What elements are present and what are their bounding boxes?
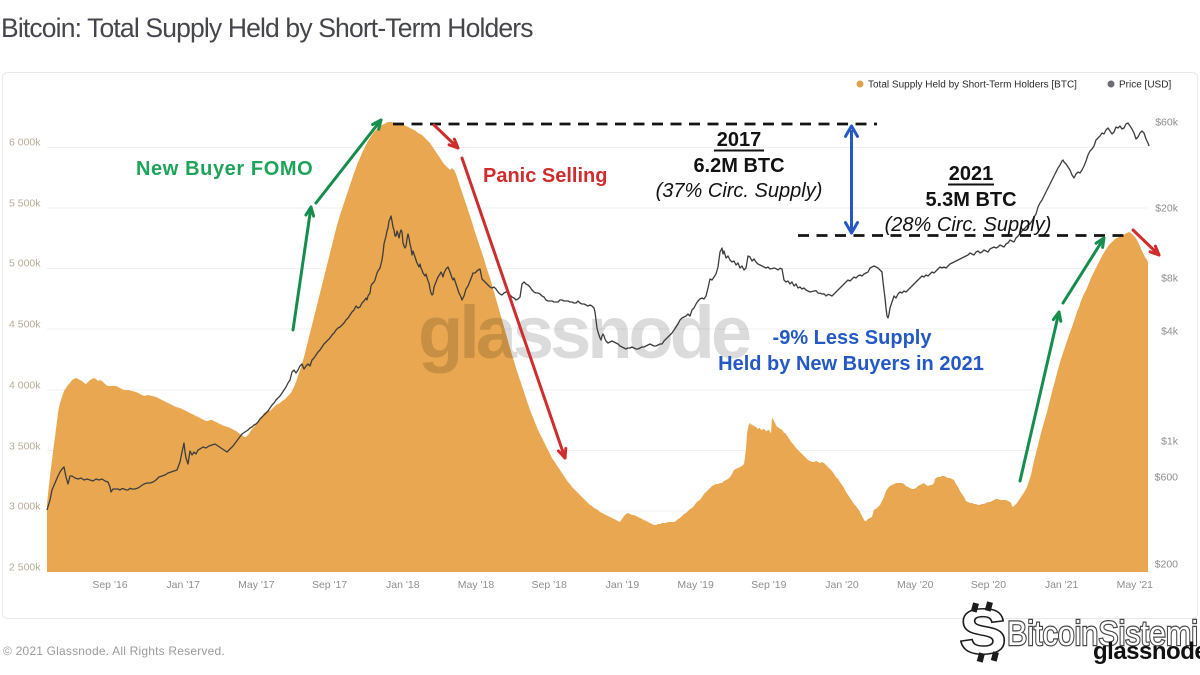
- svg-text:$8k: $8k: [1161, 273, 1179, 285]
- svg-text:May '18: May '18: [458, 579, 495, 591]
- svg-text:2017: 2017: [717, 129, 762, 151]
- svg-text:glassnode: glassnode: [1093, 638, 1200, 665]
- svg-text:Jan '21: Jan '21: [1045, 579, 1079, 591]
- svg-text:5 500k: 5 500k: [9, 198, 41, 210]
- svg-text:$20k: $20k: [1155, 203, 1179, 215]
- svg-text:May '19: May '19: [677, 579, 714, 591]
- svg-text:Sep '18: Sep '18: [532, 579, 567, 591]
- svg-text:$600: $600: [1155, 472, 1179, 484]
- svg-text:6 000k: 6 000k: [9, 137, 41, 149]
- svg-text:(37% Circ. Supply): (37% Circ. Supply): [656, 180, 823, 202]
- svg-text:Sep '20: Sep '20: [971, 579, 1006, 591]
- svg-text:(28% Circ. Supply): (28% Circ. Supply): [885, 214, 1052, 236]
- svg-text:Jan '20: Jan '20: [825, 579, 859, 591]
- svg-text:4 500k: 4 500k: [9, 319, 41, 331]
- svg-text:Price [USD]: Price [USD]: [1119, 80, 1171, 91]
- svg-text:Held by New Buyers in 2021: Held by New Buyers in 2021: [718, 353, 984, 375]
- svg-text:$1k: $1k: [1161, 436, 1179, 448]
- svg-text:May '17: May '17: [238, 579, 275, 591]
- svg-text:New Buyer FOMO: New Buyer FOMO: [136, 158, 313, 180]
- svg-text:Total Supply Held by Short-Ter: Total Supply Held by Short-Term Holders …: [868, 80, 1077, 91]
- svg-text:5 000k: 5 000k: [9, 258, 41, 270]
- svg-text:3 500k: 3 500k: [9, 441, 41, 453]
- svg-text:2021: 2021: [949, 163, 994, 185]
- svg-text:$4k: $4k: [1161, 326, 1179, 338]
- svg-text:© 2021 Glassnode. All Rights R: © 2021 Glassnode. All Rights Reserved.: [3, 644, 225, 658]
- svg-text:Bitcoin: Total Supply Held by: Bitcoin: Total Supply Held by Short-Term…: [1, 13, 533, 43]
- svg-text:Panic Selling: Panic Selling: [483, 165, 607, 187]
- svg-text:$60k: $60k: [1155, 117, 1179, 129]
- svg-text:May '21: May '21: [1117, 579, 1154, 591]
- svg-text:Jan '17: Jan '17: [166, 579, 200, 591]
- svg-text:$200: $200: [1155, 559, 1179, 571]
- svg-text:Sep '17: Sep '17: [312, 579, 347, 591]
- svg-text:Jan '19: Jan '19: [606, 579, 640, 591]
- svg-text:2 500k: 2 500k: [9, 562, 41, 574]
- svg-text:-9% Less Supply: -9% Less Supply: [773, 327, 933, 349]
- svg-text:3 000k: 3 000k: [9, 501, 41, 513]
- svg-text:Sep '19: Sep '19: [751, 579, 786, 591]
- svg-text:5.3M BTC: 5.3M BTC: [925, 189, 1016, 211]
- svg-text:Sep '16: Sep '16: [92, 579, 127, 591]
- svg-text:BitcoinSistemi: BitcoinSistemi: [1007, 615, 1198, 653]
- svg-text:4 000k: 4 000k: [9, 380, 41, 392]
- svg-text:Jan '18: Jan '18: [386, 579, 420, 591]
- svg-text:6.2M BTC: 6.2M BTC: [693, 155, 784, 177]
- svg-text:May '20: May '20: [897, 579, 934, 591]
